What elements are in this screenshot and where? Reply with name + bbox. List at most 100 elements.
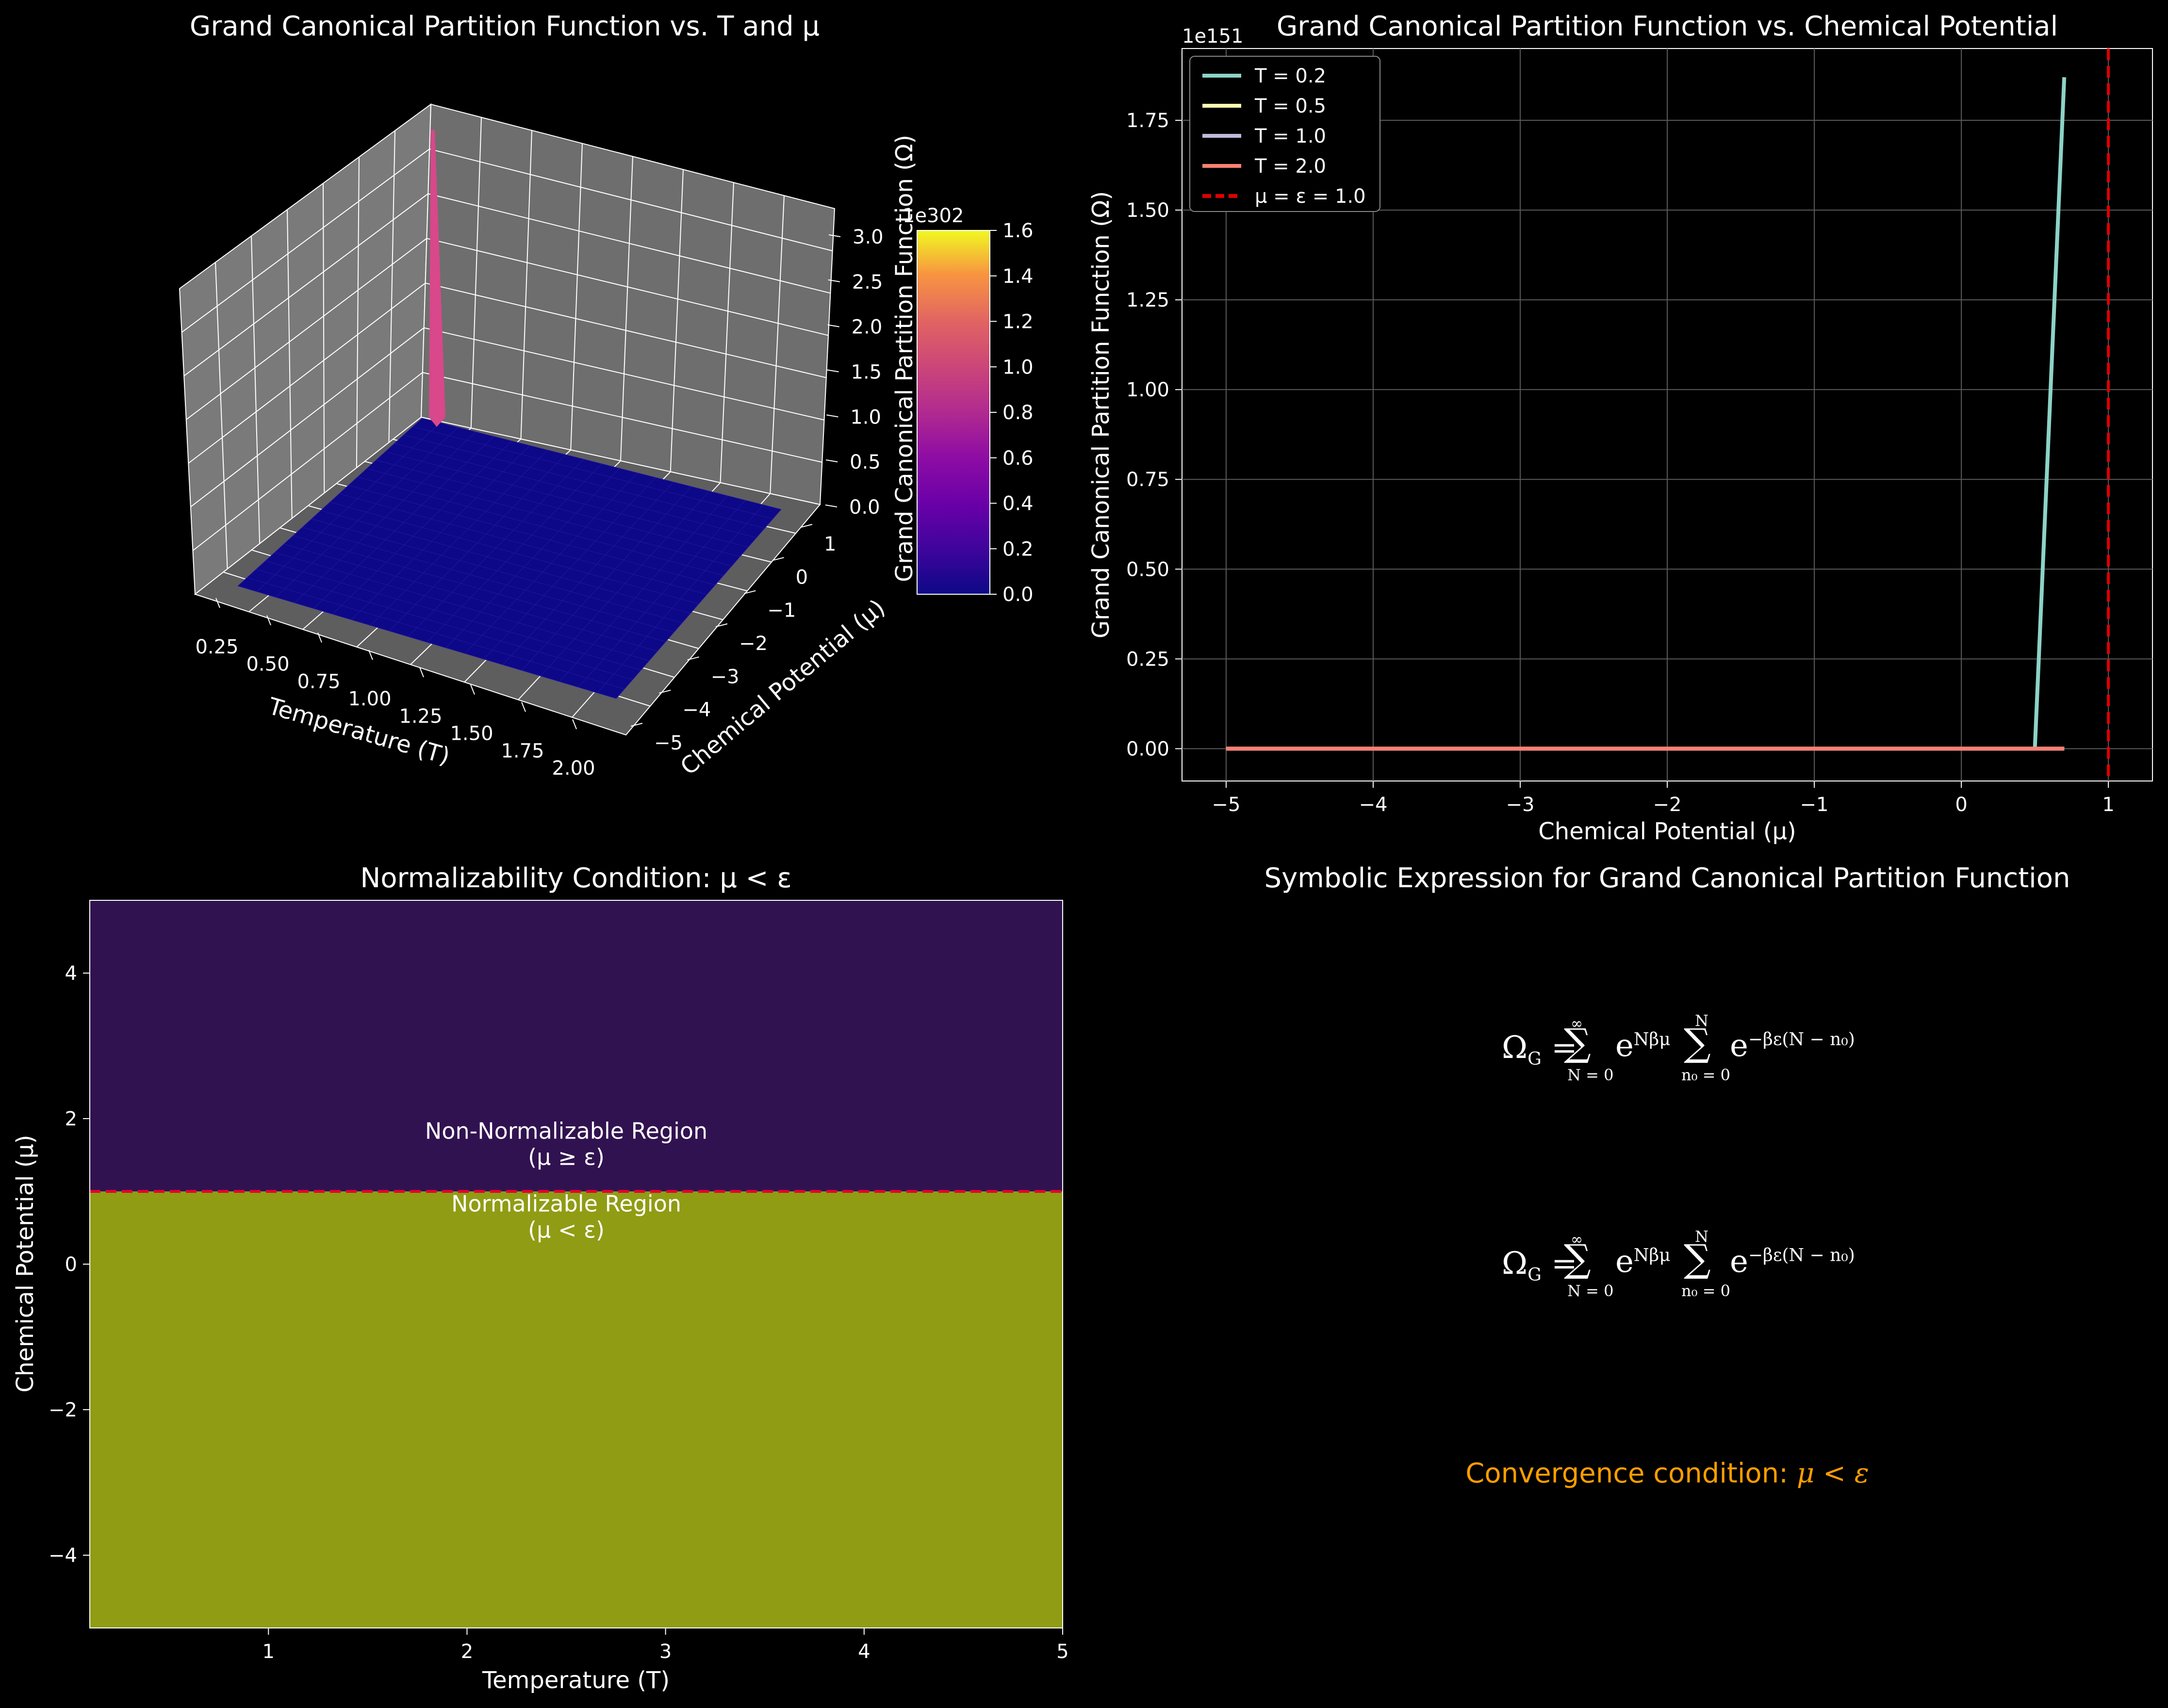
line-x-tick-label: 1 bbox=[2102, 794, 2114, 816]
back-grid-line bbox=[181, 148, 430, 333]
eq2-sum2-icon: ∑ bbox=[1684, 1237, 1711, 1281]
line-y-tick-label: 1.00 bbox=[1126, 379, 1169, 401]
eq2-sum1-top: ∞ bbox=[1571, 1231, 1583, 1248]
surface-z-tick bbox=[826, 459, 838, 463]
colorbar-tick-label: 1.0 bbox=[1002, 356, 1034, 378]
surface-mesh-line bbox=[412, 426, 773, 519]
side-grid-line bbox=[429, 148, 833, 252]
heatmap-y-tick-label: −4 bbox=[49, 1545, 77, 1567]
eq2-e1: e bbox=[1615, 1244, 1634, 1280]
surface-mesh bbox=[246, 423, 773, 693]
surface-x-tick-label: 1.75 bbox=[501, 740, 544, 762]
surface-y-tick-label: 0 bbox=[796, 566, 808, 588]
heatmap-xlabel: Temperature (T) bbox=[482, 1667, 670, 1694]
surface-y-tick-label: −1 bbox=[767, 600, 796, 622]
legend-label: T = 2.0 bbox=[1254, 155, 1326, 178]
eq1-e1-exp: Nβμ bbox=[1633, 1029, 1671, 1050]
surface-x-tick bbox=[368, 650, 373, 660]
surface-mesh-line bbox=[403, 435, 765, 529]
surface-x-tick-label: 1.25 bbox=[399, 705, 442, 728]
surface-x-tick-label: 0.25 bbox=[195, 636, 238, 658]
surface-y-tick bbox=[715, 623, 728, 627]
back-grid-line bbox=[388, 130, 395, 443]
line-chart-title: Grand Canonical Partition Function vs. C… bbox=[1276, 11, 2058, 42]
legend-label: T = 0.5 bbox=[1254, 95, 1326, 117]
surface-z-tick bbox=[828, 234, 841, 237]
eq2-lhs: Ω bbox=[1502, 1246, 1528, 1282]
surface-spike bbox=[429, 130, 445, 427]
line-x-tick-label: −1 bbox=[1800, 794, 1829, 816]
convergence-condition: Convergence condition: μ < ε bbox=[1465, 1458, 1869, 1489]
line-x-tick-label: 0 bbox=[1955, 794, 1967, 816]
line-chart: −5 −4 −3 −2 −1 0 1 0.00 0.25 0.50 0.75 1.00 1.25 1.50… bbox=[1087, 25, 2153, 845]
back-grid-line bbox=[251, 236, 261, 544]
surface-chart-title: Grand Canonical Partition Function vs. T… bbox=[189, 11, 820, 42]
surface-y-tick bbox=[800, 524, 813, 528]
side-grid-line bbox=[422, 372, 822, 463]
surface-y-tick-label: −3 bbox=[711, 666, 739, 688]
eq2-sum1-bottom: N = 0 bbox=[1567, 1282, 1614, 1300]
line-y-tick-label: 1.25 bbox=[1126, 289, 1169, 311]
surface-mesh-line bbox=[502, 482, 674, 665]
side-grid-line bbox=[520, 130, 532, 439]
surface-mesh-line bbox=[445, 468, 620, 648]
side-grid-line bbox=[424, 327, 824, 421]
colorbar-ticks: 0.0 0.2 0.4 0.6 0.8 1.0 1.2 1.4 1.6 bbox=[990, 220, 1034, 606]
surface-mesh-line bbox=[385, 451, 749, 548]
eq1-sum2-bottom: n₀ = 0 bbox=[1681, 1066, 1730, 1084]
surface-mesh-line bbox=[464, 472, 638, 654]
colorbar-tick-label: 0.2 bbox=[1002, 538, 1034, 560]
surface-x-tick bbox=[266, 615, 271, 626]
surface-z-tick-label: 0.5 bbox=[850, 451, 881, 473]
line-y-tick-label: 1.75 bbox=[1126, 110, 1169, 132]
back-grid-line bbox=[188, 282, 426, 464]
surface-z-tick bbox=[828, 279, 840, 282]
surface-x-tick bbox=[521, 701, 526, 712]
line-y-tick-label: 1.50 bbox=[1126, 199, 1169, 222]
side-grid-line bbox=[425, 282, 827, 378]
surface-axis-ticks: 0.250.500.751.001.251.501.752.00−5−4−3−2… bbox=[195, 226, 883, 780]
eq1-sum1-icon: ∑ bbox=[1564, 1021, 1591, 1065]
back-grid-line bbox=[287, 210, 293, 519]
line-y-tick-label: 0.00 bbox=[1126, 738, 1169, 760]
back-grid-line bbox=[183, 193, 428, 376]
surface-mesh-line bbox=[329, 502, 699, 604]
heatmap-x-tick-label: 1 bbox=[263, 1641, 275, 1663]
side-grid-line bbox=[427, 238, 829, 336]
surface-x-tick bbox=[572, 719, 577, 730]
surface-mesh-line bbox=[348, 485, 716, 586]
line-y-offset: 1e151 bbox=[1182, 25, 1243, 48]
surface-z-tick-label: 2.0 bbox=[852, 316, 883, 339]
side-grid-line bbox=[470, 117, 482, 428]
line-ylabel: Grand Canonical Partition Function (Ω) bbox=[1087, 191, 1115, 638]
side-grid-line bbox=[428, 193, 831, 294]
surface-y-tick bbox=[744, 590, 756, 594]
back-grid-line bbox=[186, 238, 427, 420]
surface-y-tick-label: 1 bbox=[824, 533, 836, 555]
legend-label: T = 1.0 bbox=[1254, 125, 1326, 147]
heatmap-y-tick-label: 4 bbox=[65, 962, 77, 985]
line-series bbox=[1226, 49, 2110, 781]
eq1-e2: e bbox=[1730, 1028, 1748, 1064]
colorbar-tick-label: 0.4 bbox=[1002, 493, 1034, 515]
surface-zlabel: Grand Canonical Partition Function (Ω) bbox=[891, 135, 918, 582]
surface-mesh-line bbox=[357, 476, 724, 576]
back-grid-line bbox=[356, 157, 360, 468]
region-normalizable-region bbox=[90, 1191, 1063, 1628]
surface-z-tick-label: 0.0 bbox=[849, 496, 880, 519]
surface-z-tick bbox=[827, 324, 839, 327]
eq2-e1-exp: Nβμ bbox=[1633, 1245, 1671, 1266]
line-xlabel: Chemical Potential (μ) bbox=[1538, 818, 1796, 845]
surface-z-tick bbox=[827, 369, 839, 373]
surface-mesh-line bbox=[521, 486, 692, 671]
eq2-sum2-bottom: n₀ = 0 bbox=[1681, 1282, 1730, 1300]
legend-box bbox=[1189, 56, 1380, 212]
back-grid-line bbox=[190, 327, 425, 507]
line-x-tick-label: −2 bbox=[1653, 794, 1682, 816]
region-label: Non-Normalizable Region bbox=[425, 1118, 707, 1144]
surface-mesh-line bbox=[366, 468, 732, 567]
surface-x-tick-label: 1.00 bbox=[348, 688, 391, 710]
eq1-sum1-top: ∞ bbox=[1571, 1015, 1583, 1032]
legend-label: μ = ε = 1.0 bbox=[1255, 185, 1366, 208]
eq2-sum1-icon: ∑ bbox=[1564, 1237, 1591, 1281]
